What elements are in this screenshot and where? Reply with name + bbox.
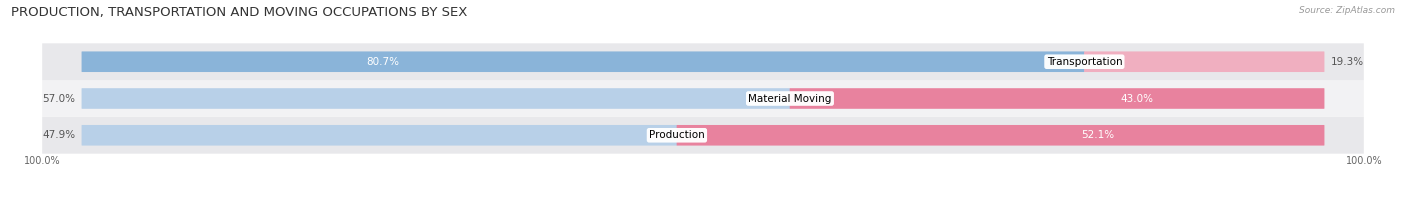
- Text: 19.3%: 19.3%: [1330, 57, 1364, 67]
- FancyBboxPatch shape: [82, 125, 678, 146]
- FancyBboxPatch shape: [1084, 51, 1324, 72]
- Text: Material Moving: Material Moving: [748, 94, 832, 103]
- Text: Source: ZipAtlas.com: Source: ZipAtlas.com: [1299, 6, 1395, 15]
- Text: Transportation: Transportation: [1046, 57, 1122, 67]
- Text: 47.9%: 47.9%: [42, 130, 76, 140]
- Text: 57.0%: 57.0%: [42, 94, 76, 103]
- FancyBboxPatch shape: [676, 125, 1324, 146]
- Text: Production: Production: [650, 130, 704, 140]
- Text: 43.0%: 43.0%: [1121, 94, 1154, 103]
- FancyBboxPatch shape: [42, 43, 1364, 80]
- FancyBboxPatch shape: [42, 117, 1364, 154]
- Text: 80.7%: 80.7%: [366, 57, 399, 67]
- FancyBboxPatch shape: [82, 88, 790, 109]
- Text: PRODUCTION, TRANSPORTATION AND MOVING OCCUPATIONS BY SEX: PRODUCTION, TRANSPORTATION AND MOVING OC…: [11, 6, 468, 19]
- FancyBboxPatch shape: [790, 88, 1324, 109]
- Text: 52.1%: 52.1%: [1081, 130, 1114, 140]
- FancyBboxPatch shape: [82, 51, 1084, 72]
- FancyBboxPatch shape: [42, 80, 1364, 117]
